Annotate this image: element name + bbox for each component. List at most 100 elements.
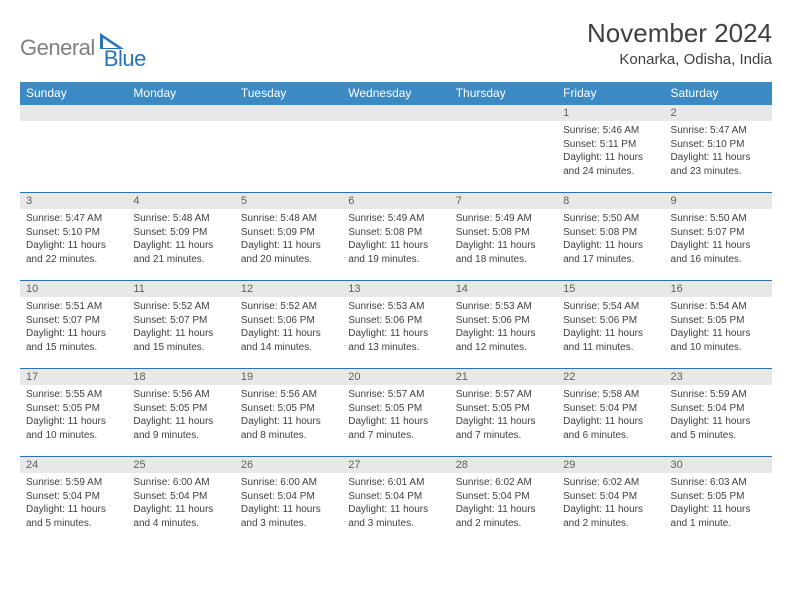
sunrise-text: Sunrise: 5:57 AM	[348, 388, 443, 402]
day-number: 25	[127, 457, 234, 473]
sunrise-text: Sunrise: 5:56 AM	[241, 388, 336, 402]
day-details: Sunrise: 5:50 AMSunset: 5:08 PMDaylight:…	[557, 209, 664, 269]
sunset-text: Sunset: 5:07 PM	[26, 314, 121, 328]
day-details: Sunrise: 5:57 AMSunset: 5:05 PMDaylight:…	[342, 385, 449, 445]
day-cell: 8Sunrise: 5:50 AMSunset: 5:08 PMDaylight…	[557, 193, 664, 281]
sunrise-text: Sunrise: 5:52 AM	[241, 300, 336, 314]
daylight-text: Daylight: 11 hours and 2 minutes.	[563, 503, 658, 530]
sunrise-text: Sunrise: 5:46 AM	[563, 124, 658, 138]
sunset-text: Sunset: 5:08 PM	[348, 226, 443, 240]
sunset-text: Sunset: 5:04 PM	[133, 490, 228, 504]
page-header: General Blue November 2024 Konarka, Odis…	[20, 18, 772, 72]
day-cell: 9Sunrise: 5:50 AMSunset: 5:07 PMDaylight…	[665, 193, 772, 281]
calendar-week-row: 17Sunrise: 5:55 AMSunset: 5:05 PMDayligh…	[20, 369, 772, 457]
day-cell: 28Sunrise: 6:02 AMSunset: 5:04 PMDayligh…	[450, 457, 557, 545]
day-cell: 13Sunrise: 5:53 AMSunset: 5:06 PMDayligh…	[342, 281, 449, 369]
day-cell: 19Sunrise: 5:56 AMSunset: 5:05 PMDayligh…	[235, 369, 342, 457]
daylight-text: Daylight: 11 hours and 10 minutes.	[671, 327, 766, 354]
day-cell: 2Sunrise: 5:47 AMSunset: 5:10 PMDaylight…	[665, 105, 772, 193]
day-number: 24	[20, 457, 127, 473]
sunrise-text: Sunrise: 5:54 AM	[563, 300, 658, 314]
day-number: 28	[450, 457, 557, 473]
empty-cell	[450, 105, 557, 193]
day-cell: 22Sunrise: 5:58 AMSunset: 5:04 PMDayligh…	[557, 369, 664, 457]
daylight-text: Daylight: 11 hours and 17 minutes.	[563, 239, 658, 266]
day-cell: 27Sunrise: 6:01 AMSunset: 5:04 PMDayligh…	[342, 457, 449, 545]
day-number: 17	[20, 369, 127, 385]
sunset-text: Sunset: 5:04 PM	[241, 490, 336, 504]
sunset-text: Sunset: 5:04 PM	[456, 490, 551, 504]
sunrise-text: Sunrise: 5:47 AM	[671, 124, 766, 138]
brand-word-1: General	[20, 35, 95, 61]
day-number: 1	[557, 105, 664, 121]
day-number: 11	[127, 281, 234, 297]
daylight-text: Daylight: 11 hours and 2 minutes.	[456, 503, 551, 530]
sunset-text: Sunset: 5:06 PM	[348, 314, 443, 328]
day-cell: 24Sunrise: 5:59 AMSunset: 5:04 PMDayligh…	[20, 457, 127, 545]
daylight-text: Daylight: 11 hours and 15 minutes.	[26, 327, 121, 354]
day-cell: 23Sunrise: 5:59 AMSunset: 5:04 PMDayligh…	[665, 369, 772, 457]
sunrise-text: Sunrise: 6:00 AM	[241, 476, 336, 490]
day-number: 29	[557, 457, 664, 473]
daylight-text: Daylight: 11 hours and 1 minute.	[671, 503, 766, 530]
day-number	[20, 105, 127, 121]
day-details: Sunrise: 5:54 AMSunset: 5:06 PMDaylight:…	[557, 297, 664, 357]
day-details: Sunrise: 5:53 AMSunset: 5:06 PMDaylight:…	[450, 297, 557, 357]
day-details: Sunrise: 5:53 AMSunset: 5:06 PMDaylight:…	[342, 297, 449, 357]
calendar-page: General Blue November 2024 Konarka, Odis…	[0, 0, 792, 555]
day-details: Sunrise: 5:47 AMSunset: 5:10 PMDaylight:…	[665, 121, 772, 181]
daylight-text: Daylight: 11 hours and 10 minutes.	[26, 415, 121, 442]
day-cell: 6Sunrise: 5:49 AMSunset: 5:08 PMDaylight…	[342, 193, 449, 281]
sunset-text: Sunset: 5:05 PM	[348, 402, 443, 416]
sunrise-text: Sunrise: 5:53 AM	[456, 300, 551, 314]
day-details: Sunrise: 5:58 AMSunset: 5:04 PMDaylight:…	[557, 385, 664, 445]
day-cell: 1Sunrise: 5:46 AMSunset: 5:11 PMDaylight…	[557, 105, 664, 193]
sunset-text: Sunset: 5:05 PM	[671, 314, 766, 328]
sunset-text: Sunset: 5:04 PM	[563, 402, 658, 416]
day-number: 5	[235, 193, 342, 209]
daylight-text: Daylight: 11 hours and 14 minutes.	[241, 327, 336, 354]
day-cell: 30Sunrise: 6:03 AMSunset: 5:05 PMDayligh…	[665, 457, 772, 545]
daylight-text: Daylight: 11 hours and 21 minutes.	[133, 239, 228, 266]
daylight-text: Daylight: 11 hours and 11 minutes.	[563, 327, 658, 354]
day-cell: 7Sunrise: 5:49 AMSunset: 5:08 PMDaylight…	[450, 193, 557, 281]
day-details: Sunrise: 5:49 AMSunset: 5:08 PMDaylight:…	[450, 209, 557, 269]
day-details: Sunrise: 5:48 AMSunset: 5:09 PMDaylight:…	[127, 209, 234, 269]
day-number	[450, 105, 557, 121]
sunset-text: Sunset: 5:05 PM	[456, 402, 551, 416]
day-number: 19	[235, 369, 342, 385]
sunrise-text: Sunrise: 5:50 AM	[671, 212, 766, 226]
day-number: 8	[557, 193, 664, 209]
sunrise-text: Sunrise: 6:01 AM	[348, 476, 443, 490]
sunset-text: Sunset: 5:08 PM	[456, 226, 551, 240]
day-cell: 25Sunrise: 6:00 AMSunset: 5:04 PMDayligh…	[127, 457, 234, 545]
daylight-text: Daylight: 11 hours and 7 minutes.	[456, 415, 551, 442]
sunset-text: Sunset: 5:06 PM	[241, 314, 336, 328]
day-header: Wednesday	[342, 82, 449, 105]
sunrise-text: Sunrise: 5:51 AM	[26, 300, 121, 314]
sunset-text: Sunset: 5:04 PM	[671, 402, 766, 416]
daylight-text: Daylight: 11 hours and 24 minutes.	[563, 151, 658, 178]
sunset-text: Sunset: 5:09 PM	[133, 226, 228, 240]
day-details: Sunrise: 5:54 AMSunset: 5:05 PMDaylight:…	[665, 297, 772, 357]
daylight-text: Daylight: 11 hours and 16 minutes.	[671, 239, 766, 266]
daylight-text: Daylight: 11 hours and 23 minutes.	[671, 151, 766, 178]
calendar-week-row: 24Sunrise: 5:59 AMSunset: 5:04 PMDayligh…	[20, 457, 772, 545]
empty-cell	[127, 105, 234, 193]
sunrise-text: Sunrise: 5:55 AM	[26, 388, 121, 402]
empty-cell	[342, 105, 449, 193]
daylight-text: Daylight: 11 hours and 7 minutes.	[348, 415, 443, 442]
day-cell: 3Sunrise: 5:47 AMSunset: 5:10 PMDaylight…	[20, 193, 127, 281]
sunset-text: Sunset: 5:09 PM	[241, 226, 336, 240]
day-cell: 14Sunrise: 5:53 AMSunset: 5:06 PMDayligh…	[450, 281, 557, 369]
day-number: 10	[20, 281, 127, 297]
day-number: 6	[342, 193, 449, 209]
daylight-text: Daylight: 11 hours and 15 minutes.	[133, 327, 228, 354]
day-cell: 5Sunrise: 5:48 AMSunset: 5:09 PMDaylight…	[235, 193, 342, 281]
day-number: 9	[665, 193, 772, 209]
day-details: Sunrise: 5:56 AMSunset: 5:05 PMDaylight:…	[235, 385, 342, 445]
title-block: November 2024 Konarka, Odisha, India	[587, 18, 772, 68]
day-number: 26	[235, 457, 342, 473]
sunrise-text: Sunrise: 5:53 AM	[348, 300, 443, 314]
sunrise-text: Sunrise: 5:47 AM	[26, 212, 121, 226]
